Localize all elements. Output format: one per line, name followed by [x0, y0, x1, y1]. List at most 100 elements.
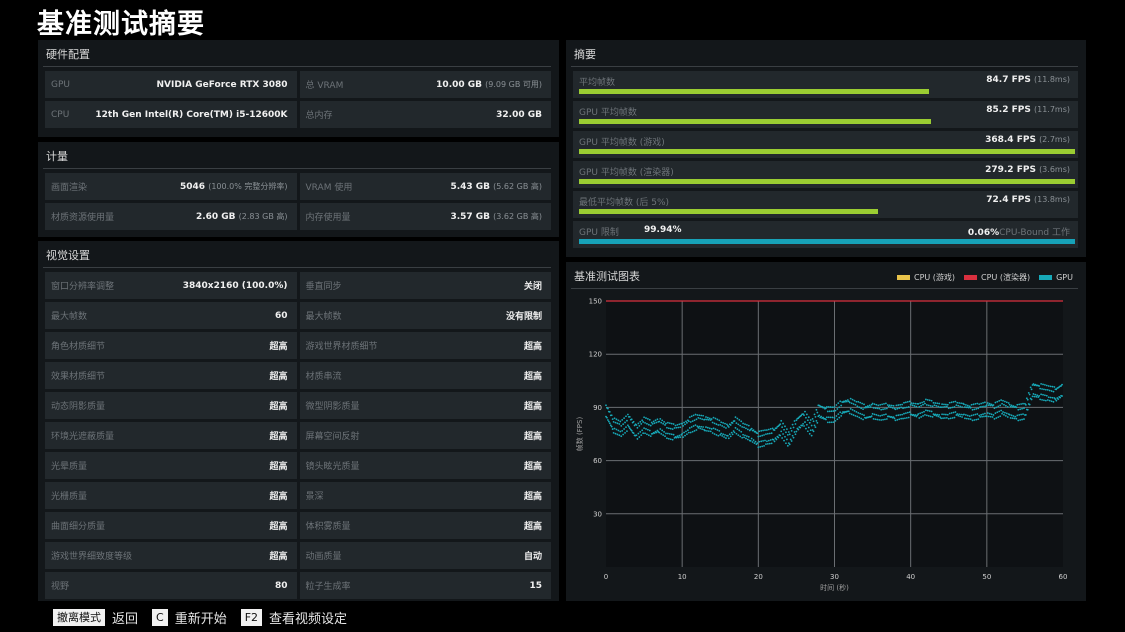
metrics-cell-value-text: 5046	[180, 182, 206, 192]
gpu-series	[605, 382, 1063, 449]
hardware-cell-value: 10.00 GB (9.09 GB 可用)	[436, 79, 542, 90]
fps-chart: 0 10 20 30 40 50 60 30 60 90 120 150 时间 (秒) 帧数 (FPS)	[575, 298, 1067, 593]
action-hint[interactable]: 返回	[112, 612, 139, 627]
key-hint[interactable]: C	[152, 609, 168, 626]
metrics-cell-value-text: 3.57 GB	[450, 212, 491, 222]
hardware-cell-value-text: NVIDIA GeForce RTX 3080	[156, 79, 288, 90]
visual-cell-value-text: 80	[274, 580, 288, 591]
metrics-cell-value-sub: (3.62 GB 高)	[493, 212, 542, 221]
metrics-cell: 内存使用量 3.57 GB (3.62 GB 高)	[299, 203, 551, 230]
divider	[43, 168, 551, 169]
visual-cell-value: 超高	[524, 399, 542, 412]
visual-cell-value-text: 超高	[269, 402, 288, 412]
summary-value: 85.2 FPS (11.7ms)	[986, 105, 1070, 115]
action-hint[interactable]: 查看视频设定	[269, 612, 348, 627]
metrics-cell-label: 画面渲染	[51, 183, 88, 193]
visual-cell: 动态阴影质量 超高	[45, 392, 297, 419]
hardware-panel: 硬件配置 GPU NVIDIA GeForce RTX 3080 总 VRAM 10…	[38, 40, 559, 137]
key-hint[interactable]: 撤离模式	[53, 609, 105, 626]
summary-label: 最低平均帧数 (后 5%)	[579, 198, 670, 208]
chart-panel-title: 基准测试图表	[574, 270, 640, 283]
visual-cell-label: 窗口分辨率调整	[51, 282, 115, 292]
visual-cell-label: 镜头眩光质量	[305, 462, 360, 472]
metrics-cell-value-sub: (5.62 GB 高)	[493, 182, 542, 191]
visual-cell: 光晕质量 超高	[45, 452, 297, 479]
visual-cell-value: 超高	[269, 489, 287, 502]
action-hint[interactable]: 重新开始	[174, 612, 227, 627]
visual-cell-label: 材质串流	[305, 372, 342, 382]
summary-row: 最低平均帧数 (后 5%) 72.4 FPS (13.8ms)	[573, 191, 1078, 218]
cpu-bound-pct: 0.06%	[967, 228, 1000, 238]
visual-cell-label: 光栅质量	[51, 492, 88, 502]
hardware-cell-value-sub: (9.09 GB 可用)	[485, 80, 542, 89]
visual-cell-value: 80	[275, 581, 288, 591]
hardware-cell-label: CPU	[51, 109, 70, 120]
summary-row: GPU 平均帧数 85.2 FPS (11.7ms)	[573, 101, 1078, 128]
summary-label: 平均帧数	[579, 78, 616, 88]
visual-cell-label: 环境光遮蔽质量	[51, 432, 115, 442]
summary-label: GPU 平均帧数	[579, 108, 637, 118]
hardware-grid: GPU NVIDIA GeForce RTX 3080 总 VRAM 10.00 G…	[38, 71, 559, 128]
metrics-cell: 画面渲染 5046 (100.0% 完整分辨率)	[45, 173, 297, 200]
summary-fps: 84.7 FPS	[986, 75, 1031, 85]
summary-row: 平均帧数 84.7 FPS (11.8ms)	[573, 71, 1078, 98]
divider	[43, 267, 551, 268]
y-tick-label: 90	[593, 404, 602, 412]
visual-cell-value: 超高	[524, 519, 542, 532]
summary-ms: (3.6ms)	[1039, 165, 1070, 174]
divider	[43, 66, 551, 67]
visual-cell: 效果材质细节 超高	[45, 362, 297, 389]
metrics-cell-value-sub: (100.0% 完整分辨率)	[208, 182, 288, 191]
metrics-cell-value: 5.43 GB (5.62 GB 高)	[450, 181, 542, 192]
metrics-cell-value: 3.57 GB (3.62 GB 高)	[450, 211, 542, 222]
visual-cell-value-text: 超高	[523, 342, 542, 352]
hardware-cell-label: 总内存	[305, 111, 333, 121]
visual-cell-value-text: 超高	[269, 432, 288, 442]
summary-bar	[579, 89, 930, 94]
summary-bar	[579, 209, 879, 214]
visual-cell-label: 游戏世界细致度等级	[51, 552, 133, 562]
visual-cell: 窗口分辨率调整 3840x2160 (100.0%)	[45, 272, 297, 299]
visual-cell-value-text: 超高	[523, 402, 542, 412]
visual-cell-value: 自动	[524, 549, 542, 562]
visual-cell-label: 曲面细分质量	[51, 522, 106, 532]
visual-settings-panel: 视觉设置 窗口分辨率调整 3840x2160 (100.0%) 垂直同步 关闭 最大帧数…	[38, 241, 559, 601]
visual-cell: 屏幕空间反射 超高	[299, 422, 551, 449]
x-tick-label: 50	[982, 573, 991, 581]
visual-cell-value-text: 超高	[269, 552, 288, 562]
metrics-cell-label: 材质资源使用量	[51, 213, 115, 223]
hardware-cell: GPU NVIDIA GeForce RTX 3080	[45, 71, 297, 98]
visual-cell-value-text: 超高	[269, 342, 288, 352]
summary-fps: 72.4 FPS	[986, 195, 1031, 205]
summary-panel: 摘要 平均帧数 84.7 FPS (11.8ms) GPU 平均帧数 85.2 FPS…	[566, 40, 1086, 257]
hardware-cell-value: NVIDIA GeForce RTX 3080	[156, 80, 287, 90]
key-hint[interactable]: F2	[240, 609, 263, 626]
visual-cell: 光栅质量 超高	[45, 482, 297, 509]
benchmark-chart-panel: 基准测试图表 CPU (游戏) CPU (渲染器) GPU 0 10 20 30 40 50 6…	[566, 262, 1086, 601]
summary-bar	[579, 179, 1075, 184]
y-tick-label: 150	[589, 298, 602, 306]
visual-cell: 最大帧数 没有限制	[299, 302, 551, 329]
visual-cell: 材质串流 超高	[299, 362, 551, 389]
visual-cell-label: 效果材质细节	[51, 372, 106, 382]
visual-cell-label: 最大帧数	[305, 312, 342, 322]
visual-cell: 景深 超高	[299, 482, 551, 509]
x-tick-label: 30	[830, 573, 839, 581]
visual-cell-label: 景深	[305, 492, 324, 502]
summary-label: GPU 平均帧数 (游戏)	[579, 138, 665, 148]
bound-row: GPU 限制 99.94% 0.06%CPU-Bound 工作	[573, 221, 1078, 248]
visual-cell-label: 视野	[51, 582, 70, 592]
cpu-bound: 0.06%CPU-Bound 工作	[968, 225, 1070, 238]
visual-cell: 最大帧数 60	[45, 302, 297, 329]
visual-cell-value: 3840x2160 (100.0%)	[183, 281, 288, 291]
visual-cell-value-text: 超高	[523, 522, 542, 532]
hardware-cell-label: 总 VRAM	[305, 81, 344, 91]
footer-hints: 撤离模式 返回 C 重新开始 F2 查看视频设定	[53, 608, 361, 627]
visual-cell-value: 关闭	[524, 279, 542, 292]
hardware-cell: 总 VRAM 10.00 GB (9.09 GB 可用)	[299, 71, 551, 98]
visual-cell-value: 超高	[524, 369, 542, 382]
visual-cell-value: 超高	[269, 429, 287, 442]
metrics-cell-label: 内存使用量	[305, 213, 351, 223]
hardware-cell-value-text: 12th Gen Intel(R) Core(TM) i5-12600K	[95, 109, 288, 120]
metrics-cell-value: 5046 (100.0% 完整分辨率)	[180, 181, 288, 192]
